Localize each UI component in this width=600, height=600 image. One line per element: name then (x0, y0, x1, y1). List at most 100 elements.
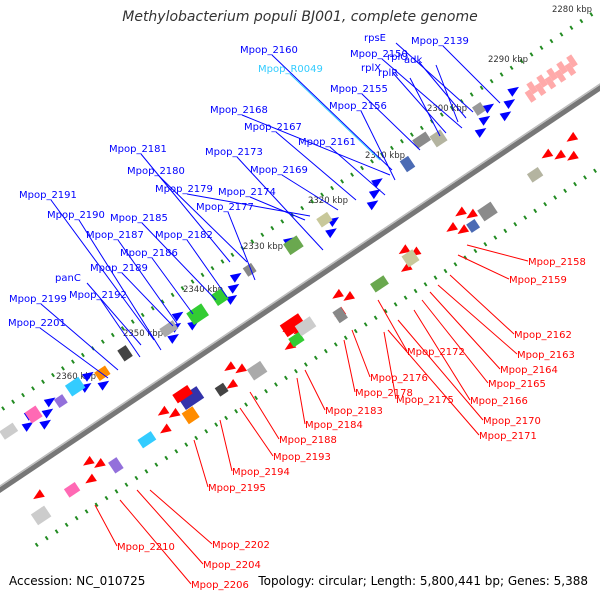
feature-box (24, 405, 43, 424)
reverse-gene-arrow (455, 206, 467, 217)
feature-box (63, 482, 81, 498)
reverse-gene-arrow (235, 363, 247, 374)
scale-label: 2300 kbp (427, 104, 467, 114)
forward-tick-mark (140, 312, 145, 318)
forward-tick-mark (370, 159, 374, 164)
reverse-tick-mark (443, 268, 448, 274)
feature-box (472, 101, 486, 116)
gene-block (546, 67, 558, 82)
reverse-gene-label: Mpop_2184 (305, 420, 363, 431)
reverse-gene-leader (457, 254, 510, 280)
reverse-tick-mark (483, 242, 488, 247)
scale-label: 2320 kbp (308, 196, 348, 206)
scale-label: 2330 kbp (243, 242, 283, 252)
reverse-gene-label: Mpop_2163 (517, 350, 575, 361)
reverse-gene-label: Mpop_2166 (470, 396, 528, 407)
reverse-tick-mark (493, 235, 498, 240)
forward-tick-mark (21, 392, 26, 398)
forward-gene-arrow (371, 178, 383, 189)
forward-gene-label: Mpop_2168 (210, 105, 268, 116)
forward-tick-mark (549, 38, 554, 44)
reverse-gene-arrow (398, 244, 411, 255)
reverse-gene-leader (351, 329, 371, 378)
forward-gene-leader (186, 239, 228, 298)
reverse-tick-mark (573, 181, 578, 187)
forward-gene-arrow (41, 408, 54, 419)
forward-tick-mark (220, 259, 225, 264)
forward-gene-label: Mpop_2182 (155, 230, 213, 241)
reverse-tick-mark (104, 495, 109, 501)
forward-tick-mark (300, 205, 305, 211)
reverse-tick-mark (224, 415, 229, 421)
forward-gene-arrow (97, 380, 110, 391)
reverse-gene-arrow (567, 150, 579, 161)
reverse-gene-leader (249, 391, 280, 440)
forward-gene-arrow (43, 397, 56, 408)
forward-tick-mark (200, 272, 205, 278)
forward-gene-label: rpsE (364, 33, 386, 44)
feature-box (294, 316, 317, 337)
forward-gene-leader (442, 45, 501, 104)
reverse-gene-leader (119, 499, 192, 585)
forward-gene-label: Mpop_2161 (298, 137, 356, 148)
reverse-tick-mark (44, 535, 49, 541)
gene-block (526, 81, 538, 95)
forward-gene-arrow (21, 421, 34, 432)
reverse-tick-mark (124, 482, 129, 487)
reverse-tick-mark (84, 509, 89, 514)
forward-gene-label: Mpop_2177 (196, 202, 254, 213)
reverse-gene-leader (429, 291, 501, 370)
forward-gene-label: Mpop_2169 (250, 165, 308, 176)
forward-tick-mark (360, 165, 364, 171)
forward-tick-mark (330, 185, 335, 191)
feature-box (332, 306, 348, 324)
forward-tick-mark (130, 319, 135, 324)
forward-gene-label: Mpop_2199 (9, 294, 67, 305)
forward-tick-mark (41, 379, 45, 384)
reverse-tick-mark (204, 429, 209, 434)
feature-box (370, 275, 389, 293)
reverse-gene-leader (413, 309, 471, 401)
reverse-tick-mark (94, 502, 99, 507)
reverse-gene-label: Mpop_2176 (370, 373, 428, 384)
reverse-tick-mark (513, 222, 518, 227)
reverse-gene-label: Mpop_2206 (191, 580, 249, 591)
feature-box (159, 320, 179, 338)
forward-tick-mark (230, 252, 235, 258)
forward-gene-leader (39, 327, 109, 379)
reverse-tick-mark (433, 275, 438, 280)
forward-tick-mark (250, 239, 255, 244)
forward-tick-mark (320, 192, 325, 197)
reverse-gene-arrow (343, 291, 355, 301)
reverse-gene-label: Mpop_2195 (208, 483, 266, 494)
reverse-gene-arrow (332, 288, 344, 299)
reverse-tick-mark (383, 308, 388, 314)
reverse-tick-mark (244, 402, 249, 407)
reverse-tick-mark (553, 195, 558, 200)
reverse-tick-mark (363, 322, 368, 327)
reverse-tick-mark (323, 348, 328, 354)
forward-gene-leader (241, 114, 391, 176)
feature-box (172, 385, 193, 404)
forward-gene-arrow (474, 128, 487, 138)
reverse-gene-label: Mpop_2159 (509, 275, 567, 286)
reverse-tick-mark (134, 475, 139, 481)
gene-block (536, 74, 548, 88)
reverse-tick-mark (303, 362, 308, 367)
reverse-gene-leader (219, 419, 233, 472)
forward-tick-mark (539, 45, 544, 50)
gene-block (564, 62, 577, 76)
reverse-tick-mark (274, 382, 278, 387)
forward-gene-label: Mpop_2180 (127, 166, 185, 177)
forward-gene-leader (100, 299, 141, 358)
reverse-gene-arrow (160, 423, 172, 434)
reverse-gene-arrow (168, 407, 181, 418)
forward-tick-mark (340, 179, 345, 184)
reverse-gene-arrow (85, 473, 97, 484)
forward-gene-arrow (366, 200, 379, 211)
reverse-gene-arrow (400, 262, 413, 272)
forward-gene-arrow (39, 419, 52, 430)
forward-gene-leader (392, 72, 447, 134)
forward-tick-mark (120, 326, 125, 331)
